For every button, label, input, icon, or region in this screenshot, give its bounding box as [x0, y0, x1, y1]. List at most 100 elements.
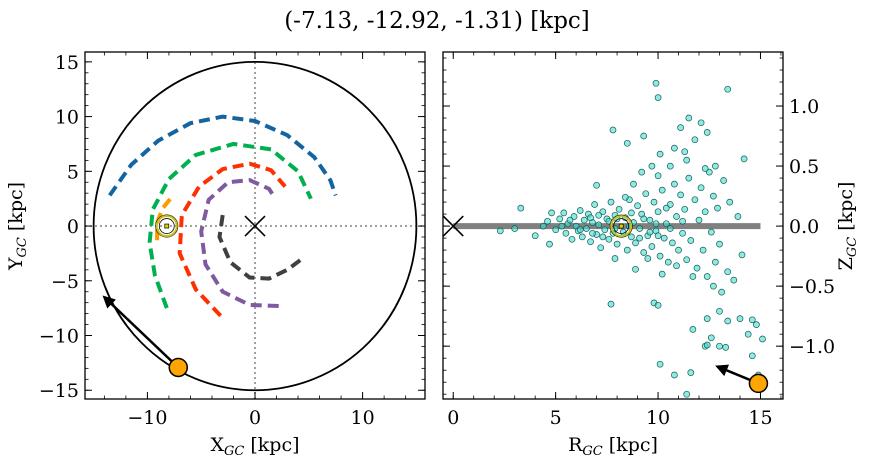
x-tick-label: 0	[447, 407, 459, 429]
scatter-point	[724, 85, 732, 93]
scatter-point	[724, 268, 732, 276]
scatter-point	[544, 217, 551, 225]
scatter-point	[613, 240, 621, 248]
scatter-point	[589, 229, 596, 237]
spiral-arm	[108, 114, 338, 197]
rz-axes-frame	[442, 51, 784, 400]
scatter-point	[630, 180, 637, 188]
x-tick-label: 10	[646, 407, 670, 429]
object-marker	[748, 373, 769, 394]
scatter-point	[558, 222, 566, 230]
x-tick-label: 0	[249, 407, 261, 429]
scatter-point	[656, 360, 664, 368]
scatter-point	[701, 208, 709, 216]
object-marker	[168, 357, 189, 378]
x-tick-label: 5	[550, 407, 562, 429]
y-tick-label: 0.5	[789, 156, 819, 178]
scatter-point	[662, 220, 670, 228]
scatter-point	[671, 144, 678, 152]
scatter-point	[666, 162, 674, 170]
sun-ring	[610, 215, 633, 238]
scatter-point	[730, 276, 738, 284]
x-tick-label: −10	[127, 407, 167, 429]
scatter-point	[748, 352, 756, 360]
scatter-point	[689, 273, 697, 280]
scatter-point	[703, 273, 711, 280]
scatter-point	[707, 228, 715, 236]
scatter-point	[671, 180, 678, 188]
y-tick-label: 15	[55, 52, 79, 74]
scatter-point	[753, 321, 760, 328]
scatter-point	[640, 132, 648, 140]
scatter-point	[556, 215, 564, 223]
scatter-point	[654, 301, 662, 309]
scatter-point	[710, 192, 717, 200]
spiral-arm	[177, 161, 287, 318]
scatter-point	[669, 239, 676, 247]
scatter-point	[652, 79, 660, 87]
scatter-point	[712, 258, 719, 266]
scatter-point	[673, 262, 680, 270]
orbit-circle	[92, 60, 418, 392]
x-tick-label: 15	[748, 407, 772, 429]
scatter-point	[660, 234, 668, 242]
scatter-point	[560, 209, 568, 217]
scatter-point	[628, 209, 635, 217]
scatter-point	[666, 225, 674, 232]
sun-ring	[155, 215, 178, 238]
scatter-point	[697, 184, 705, 192]
scatter-point	[689, 326, 697, 333]
scatter-point	[656, 252, 664, 260]
y-axis-label-left: YGC [kpc]	[5, 182, 30, 271]
scatter-point	[738, 251, 746, 259]
scatter-point	[714, 204, 721, 212]
scatter-point	[671, 371, 678, 379]
y-tick-label: 0	[67, 216, 79, 238]
scatter-point	[716, 342, 723, 350]
scatter-point	[580, 216, 588, 224]
scatter-point	[656, 150, 664, 158]
scatter-point	[712, 162, 719, 170]
scatter-point	[675, 246, 682, 254]
scatter-point	[636, 234, 643, 242]
scatter-point	[726, 198, 734, 206]
spiral-arm	[217, 214, 305, 281]
scatter-point	[587, 238, 594, 246]
scatter-point	[716, 307, 723, 315]
spiral-arm	[199, 178, 279, 308]
scatter-point	[744, 330, 752, 338]
scatter-point	[601, 226, 609, 234]
scatter-point	[638, 168, 646, 176]
scatter-point	[724, 317, 732, 325]
x-axis-label-left: XGC [kpc]	[210, 434, 299, 459]
scatter-point	[691, 196, 699, 204]
scatter-point	[621, 193, 629, 201]
scatter-point	[517, 204, 525, 212]
scatter-point	[540, 222, 547, 230]
scatter-point	[652, 220, 660, 228]
scatter-point	[583, 225, 590, 232]
scatter-point	[703, 315, 711, 322]
y-axis-label-right: ZGC [kpc]	[835, 182, 860, 271]
scatter-point	[734, 213, 742, 220]
scatter-point	[679, 217, 686, 225]
scatter-point	[683, 256, 691, 264]
scatter-point	[642, 190, 650, 198]
scatter-point	[597, 244, 605, 252]
scatter-point	[673, 213, 680, 220]
scatter-point	[658, 270, 666, 278]
scatter-point	[693, 264, 701, 272]
scatter-point	[703, 129, 711, 136]
scatter-point	[685, 174, 693, 182]
scatter-point	[654, 172, 662, 180]
scatter-point	[707, 334, 715, 342]
scatter-point	[683, 390, 691, 398]
scatter-point	[576, 226, 584, 234]
x-tick-label: 10	[351, 407, 375, 429]
scatter-point	[623, 246, 631, 254]
scatter-point	[568, 235, 576, 243]
scatter-point	[634, 202, 641, 210]
y-tick-label: 10	[55, 107, 79, 129]
scatter-point	[687, 369, 695, 376]
